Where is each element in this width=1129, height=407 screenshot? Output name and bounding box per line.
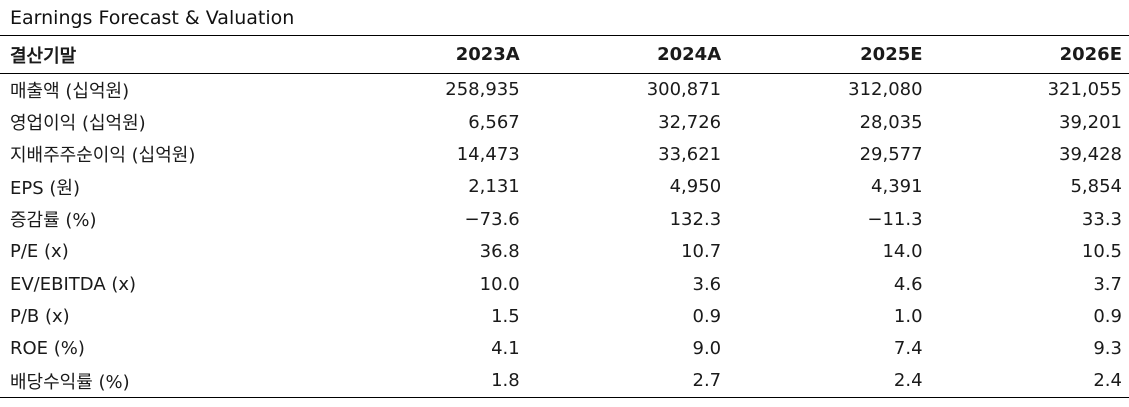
- table-cell: 39,428: [1059, 143, 1122, 165]
- row-label: ROE (%): [10, 338, 85, 360]
- table-cell: 10.7: [681, 241, 722, 263]
- table-cell: 2,131: [468, 176, 520, 198]
- header-row: 결산기말 2023A 2024A 2025E 2026E: [0, 35, 1129, 74]
- table-cell: 33.3: [1081, 208, 1122, 230]
- row-label: EPS (원): [10, 177, 80, 199]
- table-cell: 33,621: [658, 143, 722, 165]
- row-label: P/B (x): [10, 305, 70, 327]
- table-cell: 0.9: [692, 305, 722, 327]
- table-cell: 14,473: [456, 143, 520, 165]
- table-row: EV/EBITDA (x) 10.0 3.6 4.6 3.7: [0, 268, 1129, 300]
- header-label-column: 결산기말: [10, 45, 77, 67]
- table-cell: 0.9: [1093, 305, 1122, 327]
- table-cell: 1.5: [491, 305, 520, 327]
- table-row: EPS (원) 2,131 4,950 4,391 5,854: [0, 171, 1129, 203]
- table-cell: 312,080: [848, 79, 923, 101]
- table-cell: 4,391: [871, 176, 923, 198]
- header-year-2025e: 2025E: [860, 44, 923, 65]
- table-row: 배당수익률 (%) 1.8 2.7 2.4 2.4: [0, 365, 1129, 398]
- table-cell: 3.6: [692, 273, 722, 295]
- table-cell: 132.3: [669, 208, 722, 230]
- row-label: 영업이익 (십억원): [10, 113, 146, 135]
- table-cell: 29,577: [859, 143, 923, 165]
- table-cell: 28,035: [859, 111, 923, 133]
- table-cell: 14.0: [882, 241, 923, 263]
- row-label: P/E (x): [10, 241, 69, 263]
- table-cell: 5,854: [1070, 176, 1122, 198]
- table-cell: 300,871: [646, 79, 722, 101]
- table-cell: 10.5: [1081, 241, 1122, 263]
- table-header: 결산기말 2023A 2024A 2025E 2026E: [0, 35, 1129, 74]
- row-label: 배당수익률 (%): [10, 371, 130, 393]
- table-cell: 9.3: [1093, 338, 1122, 360]
- header-year-2023a: 2023A: [455, 44, 520, 65]
- table-row: 매출액 (십억원) 258,935 300,871 312,080 321,05…: [0, 74, 1129, 106]
- table-cell: 10.0: [479, 273, 520, 295]
- table-row: P/E (x) 36.8 10.7 14.0 10.5: [0, 235, 1129, 267]
- table-row: 영업이익 (십억원) 6,567 32,726 28,035 39,201: [0, 106, 1129, 138]
- table-cell: 1.0: [893, 305, 923, 327]
- header-year-2026e: 2026E: [1059, 44, 1122, 65]
- table-cell: 3.7: [1093, 273, 1122, 295]
- table-cell: 2.7: [692, 370, 722, 392]
- row-label: 증감률 (%): [10, 210, 97, 232]
- table-row: ROE (%) 4.1 9.0 7.4 9.3: [0, 333, 1129, 365]
- table-cell: 4.1: [491, 338, 520, 360]
- table-cell: 4,950: [669, 176, 722, 198]
- header-year-2024a: 2024A: [657, 44, 722, 65]
- table-body: 매출액 (십억원) 258,935 300,871 312,080 321,05…: [0, 74, 1129, 398]
- table-cell: 39,201: [1059, 111, 1122, 133]
- table-row: 지배주주순이익 (십억원) 14,473 33,621 29,577 39,42…: [0, 138, 1129, 170]
- table-cell: 2.4: [1093, 370, 1122, 392]
- table-title: Earnings Forecast & Valuation: [10, 7, 295, 29]
- table-cell: −11.3: [867, 208, 923, 230]
- table-cell: −73.6: [464, 208, 520, 230]
- earnings-table: 결산기말 2023A 2024A 2025E 2026E 매출액 (십억원) 2…: [0, 35, 1129, 398]
- table-cell: 2.4: [893, 370, 923, 392]
- row-label: 지배주주순이익 (십억원): [10, 145, 196, 167]
- table-row: P/B (x) 1.5 0.9 1.0 0.9: [0, 300, 1129, 332]
- table-cell: 1.8: [491, 370, 520, 392]
- table-cell: 7.4: [893, 338, 923, 360]
- table-cell: 36.8: [479, 241, 520, 263]
- table-cell: 32,726: [658, 111, 722, 133]
- table-cell: 9.0: [692, 338, 722, 360]
- table-cell: 4.6: [893, 273, 923, 295]
- row-label: EV/EBITDA (x): [10, 273, 137, 295]
- table-row: 증감률 (%) −73.6 132.3 −11.3 33.3: [0, 203, 1129, 235]
- table-cell: 321,055: [1047, 79, 1122, 101]
- table-cell: 6,567: [468, 111, 520, 133]
- row-label: 매출액 (십억원): [10, 80, 130, 102]
- table-cell: 258,935: [445, 79, 520, 101]
